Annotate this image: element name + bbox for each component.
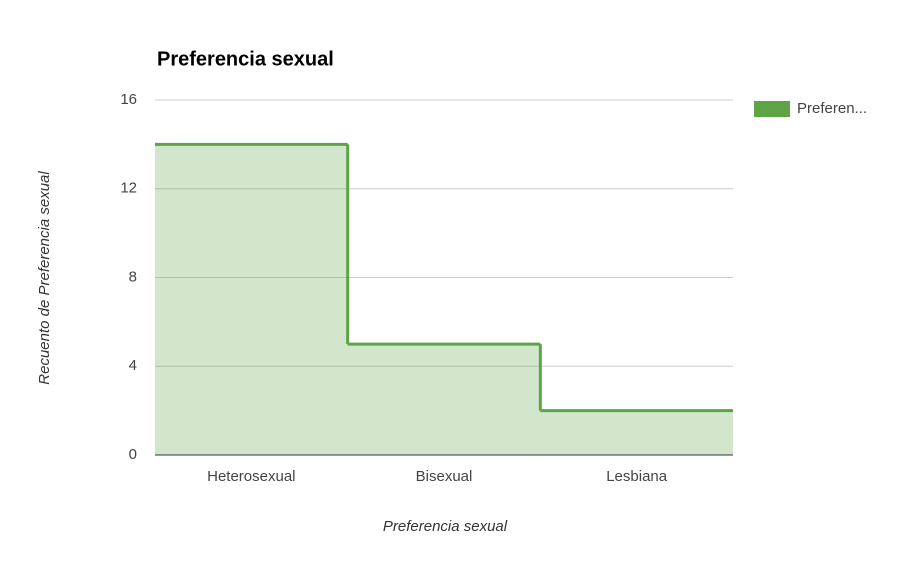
- y-tick-label: 8: [129, 268, 137, 285]
- chart-title: Preferencia sexual: [157, 48, 334, 70]
- y-tick-label: 12: [120, 180, 137, 197]
- y-tick-label: 16: [120, 91, 137, 108]
- y-tick-label: 0: [129, 446, 137, 463]
- x-axis-title: Preferencia sexual: [383, 518, 508, 535]
- step-area: [347, 344, 541, 455]
- y-tick-label: 4: [129, 357, 137, 374]
- legend-swatch: [754, 101, 790, 117]
- x-tick-label: Lesbiana: [606, 468, 668, 485]
- step-area: [155, 144, 348, 455]
- x-tick-label: Heterosexual: [207, 468, 295, 485]
- y-axis-title: Recuento de Preferencia sexual: [36, 171, 53, 385]
- legend-label: Preferen...: [797, 100, 867, 117]
- step-area: [540, 410, 733, 455]
- x-tick-label: Bisexual: [416, 468, 473, 485]
